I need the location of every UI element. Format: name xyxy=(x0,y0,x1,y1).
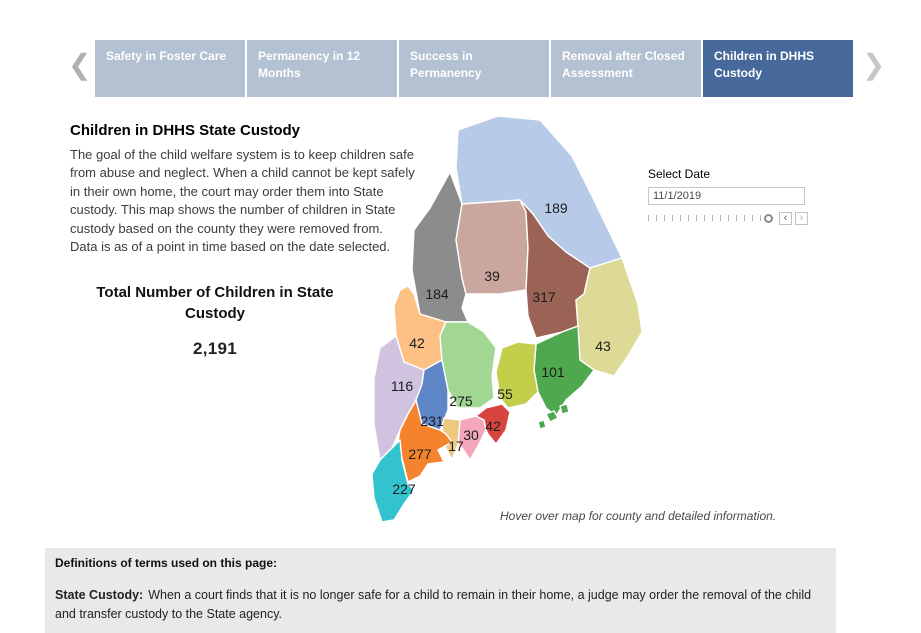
county-knox[interactable] xyxy=(475,403,511,445)
definition-text: When a court finds that it is no longer … xyxy=(55,588,812,621)
definition-term: State Custody: xyxy=(55,588,144,602)
tab-label: Children in DHHS Custody xyxy=(714,49,815,81)
tab-label: Success in Permanency xyxy=(410,49,482,81)
intro-paragraph: The goal of the child welfare system is … xyxy=(70,147,415,236)
prev-tabs-chevron-icon[interactable]: ❮ xyxy=(68,49,92,80)
tab-safety-in-foster-care[interactable]: Safety in Foster Care xyxy=(95,40,245,97)
date-filter-title: Select Date xyxy=(648,167,711,181)
date-slider-handle[interactable] xyxy=(764,213,773,223)
next-tabs-chevron-icon[interactable]: ❯ xyxy=(862,49,886,80)
tab-label: Removal after Closed Assessment xyxy=(562,49,685,81)
map-hover-note: Hover over map for county and detailed i… xyxy=(500,509,777,523)
intro-block: Children in DHHS State Custody The goal … xyxy=(70,122,428,257)
date-filter-panel: Select Date ‹ › xyxy=(648,167,808,225)
tab-children-in-dhhs-custody[interactable]: Children in DHHS Custody xyxy=(703,40,853,97)
tab-permanency-in-12-months[interactable]: Permanency in 12 Months xyxy=(247,40,397,97)
county-waldo[interactable] xyxy=(495,341,539,409)
data-note: Data is as of a point in time based on t… xyxy=(70,239,391,255)
slider-next-button[interactable]: › xyxy=(795,211,808,225)
tab-bar: Safety in Foster Care Permanency in 12 M… xyxy=(95,40,853,97)
tab-removal-after-closed-assessment[interactable]: Removal after Closed Assessment xyxy=(551,40,701,97)
tab-success-in-permanency[interactable]: Success in Permanency xyxy=(399,40,549,97)
total-value: 2,191 xyxy=(192,339,238,358)
definitions-box: Definitions of terms used on this page: … xyxy=(45,548,836,633)
date-input[interactable] xyxy=(648,187,805,205)
tab-label: Permanency in 12 Months xyxy=(258,49,361,81)
county-kennebec[interactable] xyxy=(439,321,497,409)
definitions-heading: Definitions of terms used on this page: xyxy=(55,556,278,570)
slider-prev-button[interactable]: ‹ xyxy=(779,211,792,225)
total-block: Total Number of Children in State Custod… xyxy=(90,282,340,359)
hancock-island xyxy=(537,419,547,430)
county-york[interactable] xyxy=(371,439,415,523)
county-sagadahoc[interactable] xyxy=(441,417,461,461)
date-slider-track[interactable] xyxy=(648,215,763,221)
tab-label: Safety in Foster Care xyxy=(106,49,227,63)
page-title: Children in DHHS State Custody xyxy=(70,122,301,139)
county-piscataquis[interactable] xyxy=(455,199,529,295)
definition-state-custody: State Custody: When a court finds that it… xyxy=(55,586,826,624)
hancock-island xyxy=(559,403,570,415)
total-label: Total Number of Children in State Custod… xyxy=(96,284,334,322)
county-lincoln[interactable] xyxy=(457,415,487,461)
hancock-island xyxy=(545,410,559,423)
maine-county-map: 189 184 39 317 43 101 55 42 116 275 231 … xyxy=(371,115,643,523)
county-washington[interactable] xyxy=(575,257,643,377)
date-slider: ‹ › xyxy=(648,211,808,225)
